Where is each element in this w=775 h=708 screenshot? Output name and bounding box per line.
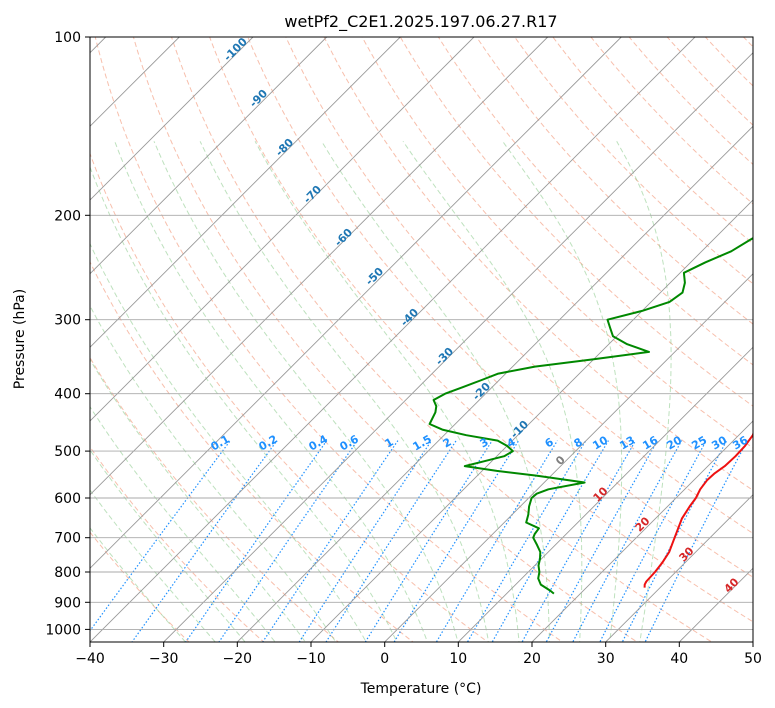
moist-adiabat: [90, 304, 337, 642]
dry-adiabat: [171, 37, 713, 642]
dry-adiabat: [475, 37, 753, 325]
temperature-profile: [643, 431, 753, 588]
dewpoint-profile: [428, 237, 753, 595]
dry-adiabat: [90, 446, 265, 642]
moist-adiabat: [321, 141, 550, 642]
x-tick-label: −40: [75, 651, 105, 667]
dry-adiabat: [323, 37, 753, 491]
isotherm: [605, 494, 753, 642]
isotherm: [531, 420, 753, 642]
plot-frame: [89, 36, 754, 643]
dry-adiabat: [247, 37, 753, 578]
x-tick-label: 40: [670, 651, 688, 667]
mixing-ratio-line: [325, 440, 457, 642]
moist-adiabat: [90, 358, 306, 642]
mixing-ratio-line: [90, 440, 231, 632]
x-tick-label: 50: [744, 651, 762, 667]
x-axis-label: Temperature (°C): [360, 681, 482, 697]
y-tick-label: 1000: [45, 622, 81, 638]
background-lines: [90, 10, 775, 654]
moist-adiabat: [90, 489, 216, 642]
moist-adiabat: [90, 405, 276, 642]
sounding-profiles: [428, 237, 753, 595]
isotherm: [90, 37, 549, 496]
dry-adiabat: [399, 37, 753, 407]
dry-adiabat: [90, 152, 489, 642]
moist-adiabat: [254, 141, 520, 642]
y-tick-label: 600: [54, 491, 81, 507]
dry-adiabat: [514, 37, 753, 285]
mixing-ratio-line: [218, 440, 358, 642]
mixing-ratio-line: [644, 440, 748, 642]
y-tick-label: 800: [54, 565, 81, 581]
isotherm: [163, 52, 753, 642]
plot-background: [90, 37, 753, 642]
dry-adiabat: [285, 37, 753, 535]
dry-adiabat: [94, 37, 564, 642]
dry-adiabat: [132, 37, 638, 642]
isotherm: [752, 641, 753, 642]
y-tick-label: 200: [54, 208, 81, 224]
y-tick-label: 900: [54, 595, 81, 611]
x-tick-label: 10: [449, 651, 467, 667]
isotherm: [457, 346, 753, 642]
dry-adiabat: [666, 37, 753, 126]
y-tick-label: 700: [54, 531, 81, 547]
axes: −40 −30 −20 −10 0 10 20 30 40 50 100 200 300 400 500 60…: [45, 30, 762, 667]
y-tick-label: 300: [54, 313, 81, 329]
x-tick-label: 0: [380, 651, 389, 667]
isotherm: [90, 37, 696, 642]
x-tick-label: 20: [523, 651, 541, 667]
x-tick-label: −30: [149, 651, 179, 667]
mixing-ratio-line: [491, 440, 609, 642]
y-tick-label: 500: [54, 444, 81, 460]
moist-adiabat: [153, 141, 459, 642]
mixing-ratio-line: [185, 440, 328, 642]
dry-adiabat: [90, 260, 414, 642]
dry-adiabat: [209, 37, 753, 623]
isotherm: [90, 37, 328, 275]
isotherm: [236, 125, 753, 642]
x-tick-label: −10: [296, 651, 326, 667]
moist-adiabat: [114, 141, 428, 642]
dry-adiabat: [90, 531, 190, 642]
isotherm: [310, 199, 753, 642]
mixing-ratio-line: [599, 440, 707, 642]
dry-adiabat: [437, 37, 753, 366]
isotherm: [90, 37, 401, 348]
dry-adiabat: [361, 37, 753, 449]
isotherm: [90, 37, 475, 422]
mixing-ratio-line: [521, 440, 637, 642]
y-axis-label: Pressure (hPa): [12, 289, 28, 389]
moist-adiabat: [90, 242, 367, 642]
chart-title: wetPf2_C2E1.2025.197.06.27.R17: [284, 12, 557, 32]
moist-adiabat: [90, 165, 398, 642]
dry-adiabat: [590, 37, 753, 205]
mixing-ratio-line: [466, 440, 587, 642]
mixing-ratio-line: [298, 440, 432, 642]
y-tick-label: 100: [54, 30, 81, 46]
isotherm: [384, 273, 753, 642]
moist-adiabat: [616, 141, 672, 642]
moist-adiabat: [502, 141, 623, 642]
moist-adiabat: [402, 141, 583, 642]
isotherm: [90, 37, 254, 201]
x-tick-label: 30: [597, 651, 615, 667]
x-tick-label: −20: [223, 651, 253, 667]
mixing-ratio-line: [262, 440, 399, 642]
moist-adiabat: [90, 449, 246, 642]
y-tick-label: 400: [54, 387, 81, 403]
dry-adiabat: [755, 10, 775, 654]
isotherm: [90, 37, 622, 569]
